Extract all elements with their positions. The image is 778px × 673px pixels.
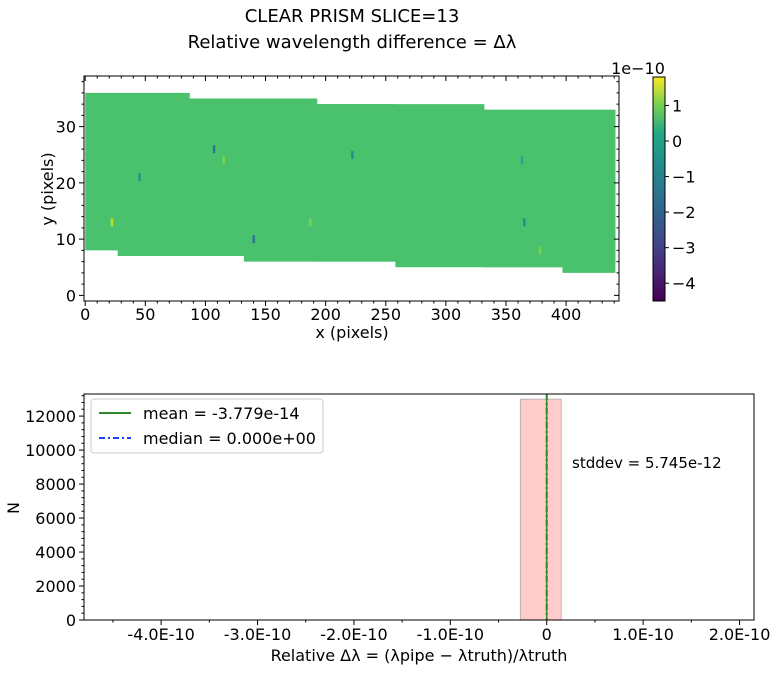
- colorbar-tick-label: 1: [672, 96, 682, 115]
- heatmap-axes-frame: [83, 75, 620, 302]
- histogram-x-tick-label: 0: [542, 625, 552, 644]
- heatmap-y-ticks: 0 10 20 30: [56, 81, 619, 305]
- histogram-y-tick-label: 4000: [35, 543, 76, 562]
- histogram-y-tick-label: 10000: [25, 441, 76, 460]
- histogram-bars: [519, 398, 562, 621]
- histogram-y-ticks: 0 2000 4000 6000 8000 10000 12000: [25, 395, 84, 630]
- histogram-x-tick-label: -1.0E-10: [417, 625, 484, 644]
- heatmap-x-tick-label: 350: [491, 305, 522, 324]
- heatmap-y-tick-label: 20: [56, 174, 76, 193]
- heatmap-x-tick-label: 250: [370, 305, 401, 324]
- histogram-bar: [519, 398, 562, 621]
- heatmap-outlier-pixel: [351, 150, 354, 159]
- colorbar-tick-label: 0: [672, 132, 682, 151]
- heatmap-x-tick-label: 0: [80, 305, 90, 324]
- histogram-x-axis-label: Relative Δλ = (λpipe − λtruth)/λtruth: [271, 646, 568, 665]
- legend-mean-label: mean = -3.779e-14: [143, 404, 300, 423]
- colorbar-tick-label: −1: [672, 168, 696, 187]
- stddev-annotation: stddev = 5.745e-12: [572, 454, 722, 472]
- title-line-2: Relative wavelength difference = Δλ: [188, 32, 517, 53]
- heatmap-x-tick-label: 50: [135, 305, 155, 324]
- heatmap-x-tick-label: 200: [310, 305, 341, 324]
- histogram-y-tick-label: 0: [66, 611, 76, 630]
- histogram-x-tick-label: -4.0E-10: [127, 625, 194, 644]
- histogram-x-tick-label: 1.0E-10: [612, 625, 674, 644]
- histogram-y-axis-label: N: [4, 502, 23, 514]
- histogram-x-tick-label: -2.0E-10: [320, 625, 387, 644]
- heatmap-y-tick-label: 30: [56, 118, 76, 137]
- heatmap-x-axis-label: x (pixels): [315, 323, 388, 342]
- heatmap-outlier-pixel: [252, 235, 256, 244]
- histogram-y-tick-label: 2000: [35, 577, 76, 596]
- colorbar-tick-label: −3: [672, 239, 696, 258]
- colorbar-scale-label: 1e−10: [611, 59, 665, 78]
- legend-median-label: median = 0.000e+00: [143, 429, 316, 448]
- heatmap-x-tick-label: 300: [431, 305, 462, 324]
- histogram-y-tick-label: 12000: [25, 407, 76, 426]
- heatmap-y-tick-label: 0: [66, 286, 76, 305]
- heatmap-panel: 0 50 100 150 200 250 300 350 400 0 10 20 30 x (pixe…: [38, 75, 620, 342]
- heatmap-x-ticks: 0 50 100 150 200 250 300 350 400: [80, 76, 615, 324]
- heatmap-outlier-pixel: [538, 246, 542, 255]
- histogram-y-tick-label: 6000: [35, 509, 76, 528]
- histogram-axes-frame: [83, 393, 755, 621]
- heatmap-outlier-pixel: [138, 173, 141, 182]
- colorbar: 1e−10 1 0 −1 −2 −3 −4: [611, 59, 696, 302]
- heatmap-outlier-pixel: [523, 218, 526, 227]
- colorbar-tick-label: −2: [672, 203, 696, 222]
- heatmap-outlier-pixel: [212, 145, 216, 154]
- heatmap-outliers: [110, 145, 542, 255]
- heatmap-segments: [85, 92, 616, 273]
- legend-box: [90, 398, 324, 454]
- heatmap-segment: [562, 109, 616, 273]
- histogram-legend: mean = -3.779e-14 median = 0.000e+00: [90, 398, 324, 454]
- heatmap-x-tick-label: 150: [250, 305, 281, 324]
- heatmap-outlier-pixel: [520, 156, 524, 165]
- histogram-y-tick-label: 8000: [35, 475, 76, 494]
- title-line-1: CLEAR PRISM SLICE=13: [245, 6, 460, 27]
- colorbar-gradient: [652, 76, 666, 302]
- heatmap-outlier-pixel: [110, 218, 114, 227]
- heatmap-outlier-pixel: [222, 156, 225, 165]
- heatmap-x-tick-label: 100: [190, 305, 221, 324]
- colorbar-ticks: 1 0 −1 −2 −3 −4: [665, 96, 696, 293]
- heatmap-y-axis-label: y (pixels): [38, 152, 57, 225]
- histogram-x-tick-label: -3.0E-10: [224, 625, 291, 644]
- colorbar-tick-label: −4: [672, 274, 696, 293]
- histogram-panel: -4.0E-10 -3.0E-10 -2.0E-10 -1.0E-10 0 1.0E-10…: [4, 393, 771, 665]
- heatmap-outlier-pixel: [309, 218, 312, 227]
- heatmap-y-tick-label: 10: [56, 230, 76, 249]
- heatmap-x-tick-label: 400: [551, 305, 582, 324]
- histogram-x-ticks: -4.0E-10 -3.0E-10 -2.0E-10 -1.0E-10 0 1.0E-10…: [112, 620, 771, 644]
- histogram-x-tick-label: 2.0E-10: [709, 625, 771, 644]
